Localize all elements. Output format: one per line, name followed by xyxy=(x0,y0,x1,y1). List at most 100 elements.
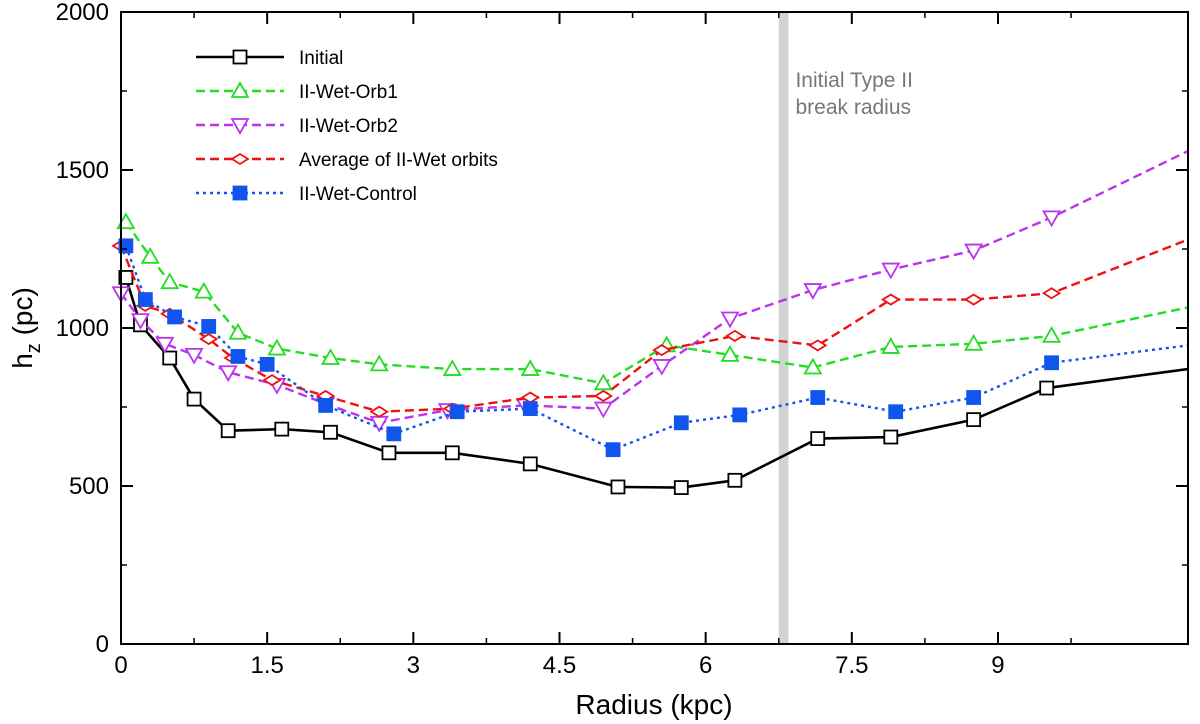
data-point xyxy=(593,373,613,391)
y-axis-title-unit: (pc) xyxy=(7,287,38,343)
data-point xyxy=(274,421,290,437)
data-point xyxy=(803,357,823,375)
x-axis-title: Radius (kpc) xyxy=(575,689,732,720)
series-0 xyxy=(118,270,1189,495)
series-line xyxy=(120,149,1189,425)
series-line xyxy=(124,221,1189,385)
data-point xyxy=(966,412,982,428)
data-point xyxy=(194,281,214,299)
data-point xyxy=(727,472,743,488)
y-tick-label: 0 xyxy=(96,631,109,658)
legend-marker xyxy=(232,49,248,65)
legend-label: Initial xyxy=(299,48,343,69)
data-point xyxy=(386,426,402,442)
legend-label: II-Wet-Orb2 xyxy=(299,116,398,137)
legend-label: Average of II-Wet orbits xyxy=(299,150,498,171)
data-point xyxy=(1044,355,1059,371)
data-point xyxy=(449,404,465,420)
data-point xyxy=(810,431,826,447)
data-point xyxy=(155,336,175,354)
break-radius-band xyxy=(778,12,789,644)
data-point xyxy=(803,283,823,300)
data-point xyxy=(118,270,134,285)
data-point xyxy=(442,359,462,376)
data-point xyxy=(808,339,828,352)
data-point xyxy=(186,391,202,407)
data-point xyxy=(593,389,614,403)
data-point xyxy=(220,423,236,439)
data-point xyxy=(522,401,538,416)
data-point xyxy=(881,293,901,306)
legend-label: II-Wet-Orb1 xyxy=(299,82,398,103)
data-point xyxy=(522,456,538,472)
data-point xyxy=(673,480,689,495)
data-point xyxy=(810,390,826,405)
y-tick-label: 1500 xyxy=(56,157,109,184)
data-point xyxy=(1042,210,1062,228)
y-axis-title-main: h xyxy=(7,353,38,369)
data-point xyxy=(520,359,540,376)
data-point xyxy=(605,442,621,458)
data-point xyxy=(167,309,182,325)
annotation-text-line-2: break radius xyxy=(795,96,911,119)
x-tick-label: 4.5 xyxy=(543,652,576,679)
legend: Initial II-Wet-Orb1 II-Wet-Orb2 Average of … xyxy=(196,48,498,205)
legend-marker xyxy=(230,118,250,135)
data-point xyxy=(444,445,460,461)
data-point xyxy=(262,374,282,387)
x-tick-label: 0 xyxy=(114,652,127,679)
data-point xyxy=(652,359,672,376)
data-point xyxy=(1039,380,1055,396)
data-point xyxy=(228,322,248,340)
data-point xyxy=(130,313,151,330)
data-point xyxy=(369,405,389,418)
legend-item: II-Wet-Orb2 xyxy=(196,116,398,137)
y-axis-title: hz (pc) xyxy=(7,287,45,369)
x-tick-label: 1.5 xyxy=(250,652,283,679)
data-point xyxy=(369,354,389,372)
legend-item: Average of II-Wet orbits xyxy=(196,150,498,171)
data-point xyxy=(888,404,904,420)
data-point xyxy=(140,247,160,264)
data-point xyxy=(881,337,901,354)
data-point xyxy=(323,424,338,440)
annotation-text-line-1: Initial Type II xyxy=(795,69,913,92)
data-point xyxy=(610,479,626,495)
y-tick-label: 500 xyxy=(69,473,109,500)
data-point xyxy=(963,293,984,306)
data-point xyxy=(881,262,901,280)
data-point xyxy=(184,347,204,365)
x-tick-label: 7.5 xyxy=(835,652,868,679)
data-point xyxy=(137,292,153,307)
legend-item: II-Wet-Control xyxy=(196,184,417,205)
data-point xyxy=(964,243,984,261)
data-point xyxy=(259,356,275,372)
y-tick-label: 1000 xyxy=(56,315,109,342)
data-point xyxy=(883,429,899,445)
data-point xyxy=(381,445,397,461)
data-point xyxy=(160,272,180,290)
legend-marker xyxy=(230,81,250,98)
series-1 xyxy=(116,212,1189,391)
data-point xyxy=(1042,326,1062,343)
legend-label: II-Wet-Control xyxy=(299,184,417,205)
data-point xyxy=(720,345,740,362)
series-line xyxy=(119,238,1189,413)
data-point xyxy=(720,311,740,329)
legend-marker xyxy=(230,152,250,166)
data-point xyxy=(318,398,334,413)
legend-marker xyxy=(232,185,248,201)
data-point xyxy=(652,344,672,357)
data-point xyxy=(218,365,238,383)
plot-frame xyxy=(120,11,1189,645)
data-point xyxy=(201,319,217,334)
data-point xyxy=(673,415,689,431)
data-point xyxy=(199,332,219,346)
data-point xyxy=(966,390,982,405)
y-axis-title-subscript: z xyxy=(23,343,45,353)
series-4 xyxy=(118,238,1189,458)
data-point xyxy=(732,407,748,423)
data-point xyxy=(267,338,287,356)
data-point xyxy=(725,329,745,342)
